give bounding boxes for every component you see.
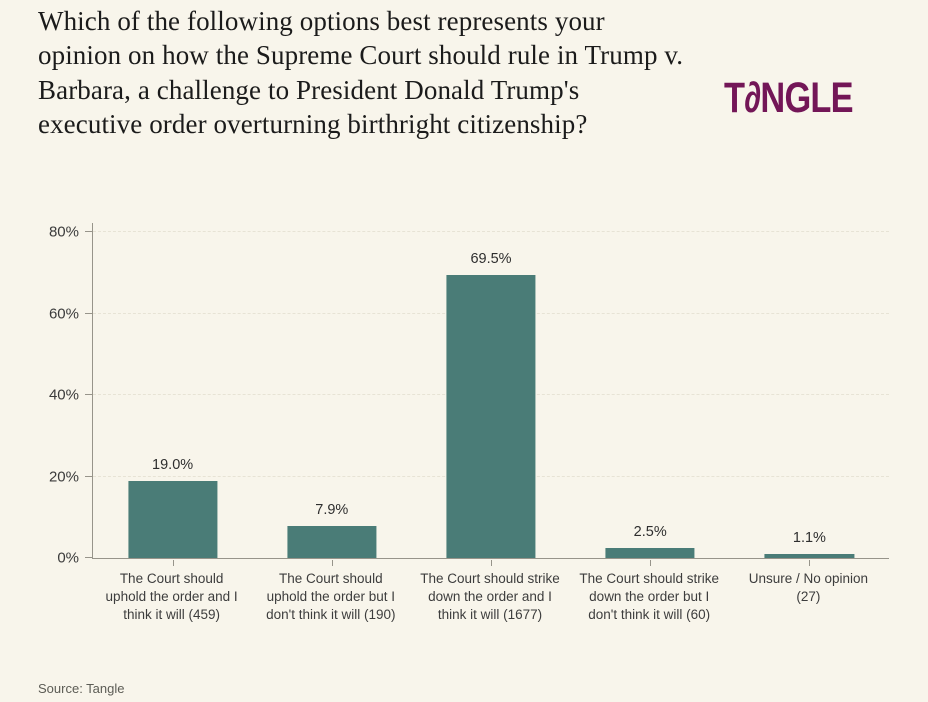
chart-question-title: Which of the following options best repr… bbox=[38, 6, 684, 139]
bar bbox=[605, 547, 695, 558]
y-axis-tick-label: 60% bbox=[48, 305, 79, 322]
y-axis-tick-label: 20% bbox=[48, 468, 79, 485]
tangle-logo: T∂NGLE bbox=[724, 74, 854, 123]
bar-value-label: 1.1% bbox=[792, 529, 826, 546]
bar-category-cell: 1.1% bbox=[730, 232, 889, 566]
x-axis-label: The Court should strike down the order b… bbox=[579, 571, 719, 622]
y-axis-tick bbox=[85, 557, 93, 558]
bar-value-label: 19.0% bbox=[152, 456, 194, 473]
bar-chart: 0% 20% 40% 60% 80% 19.0% 7.9% 69.5% 2.5% 1.1% Th… bbox=[38, 222, 890, 662]
bar-category-cell: 2.5% bbox=[571, 232, 730, 566]
bar bbox=[128, 480, 218, 558]
y-axis-tick bbox=[85, 231, 93, 232]
bar-category-cell: 19.0% bbox=[93, 232, 252, 566]
y-axis-tick-label: 40% bbox=[48, 386, 79, 404]
plot-area: 0% 20% 40% 60% 80% 19.0% 7.9% 69.5% 2.5% 1.1% bbox=[49, 223, 889, 567]
y-axis-tick bbox=[85, 394, 93, 395]
bars-layer: 19.0% 7.9% 69.5% 2.5% 1.1% bbox=[93, 232, 889, 566]
bar-value-label: 69.5% bbox=[470, 250, 512, 267]
bar bbox=[446, 274, 536, 558]
logo-text-ngle: NGLE bbox=[760, 74, 853, 122]
bar bbox=[764, 553, 854, 558]
logo-stylized-a-icon: ∂ bbox=[744, 74, 761, 122]
logo-text-t: T bbox=[724, 74, 745, 122]
bar bbox=[287, 525, 377, 558]
x-axis-tick bbox=[331, 559, 333, 566]
gridline bbox=[93, 231, 889, 232]
x-axis-tick bbox=[650, 559, 652, 566]
x-axis-tick bbox=[172, 559, 174, 566]
source-caption: Source: Tangle bbox=[38, 681, 125, 696]
x-axis-tick bbox=[809, 559, 811, 566]
y-axis-tick bbox=[85, 475, 93, 477]
x-axis-label: The Court should uphold the order but I … bbox=[266, 571, 396, 622]
y-axis-tick-label: 80% bbox=[48, 223, 79, 241]
bar-category-cell: 7.9% bbox=[252, 232, 411, 566]
x-axis-tick bbox=[491, 559, 492, 566]
x-axis-labels-row: The Court should uphold the order and I … bbox=[92, 570, 888, 623]
bar-value-label: 7.9% bbox=[315, 501, 349, 518]
bar-category-cell: 69.5% bbox=[411, 232, 570, 566]
y-axis-cap bbox=[91, 223, 93, 232]
x-axis-label: Unsure / No opinion (27) bbox=[748, 571, 869, 604]
x-axis-label: The Court should uphold the order and I … bbox=[105, 571, 238, 622]
x-axis-label: The Court should strike down the order a… bbox=[420, 571, 560, 622]
y-axis-tick-label: 0% bbox=[57, 549, 79, 567]
y-axis-tick bbox=[85, 312, 93, 314]
bar-value-label: 2.5% bbox=[633, 523, 667, 540]
